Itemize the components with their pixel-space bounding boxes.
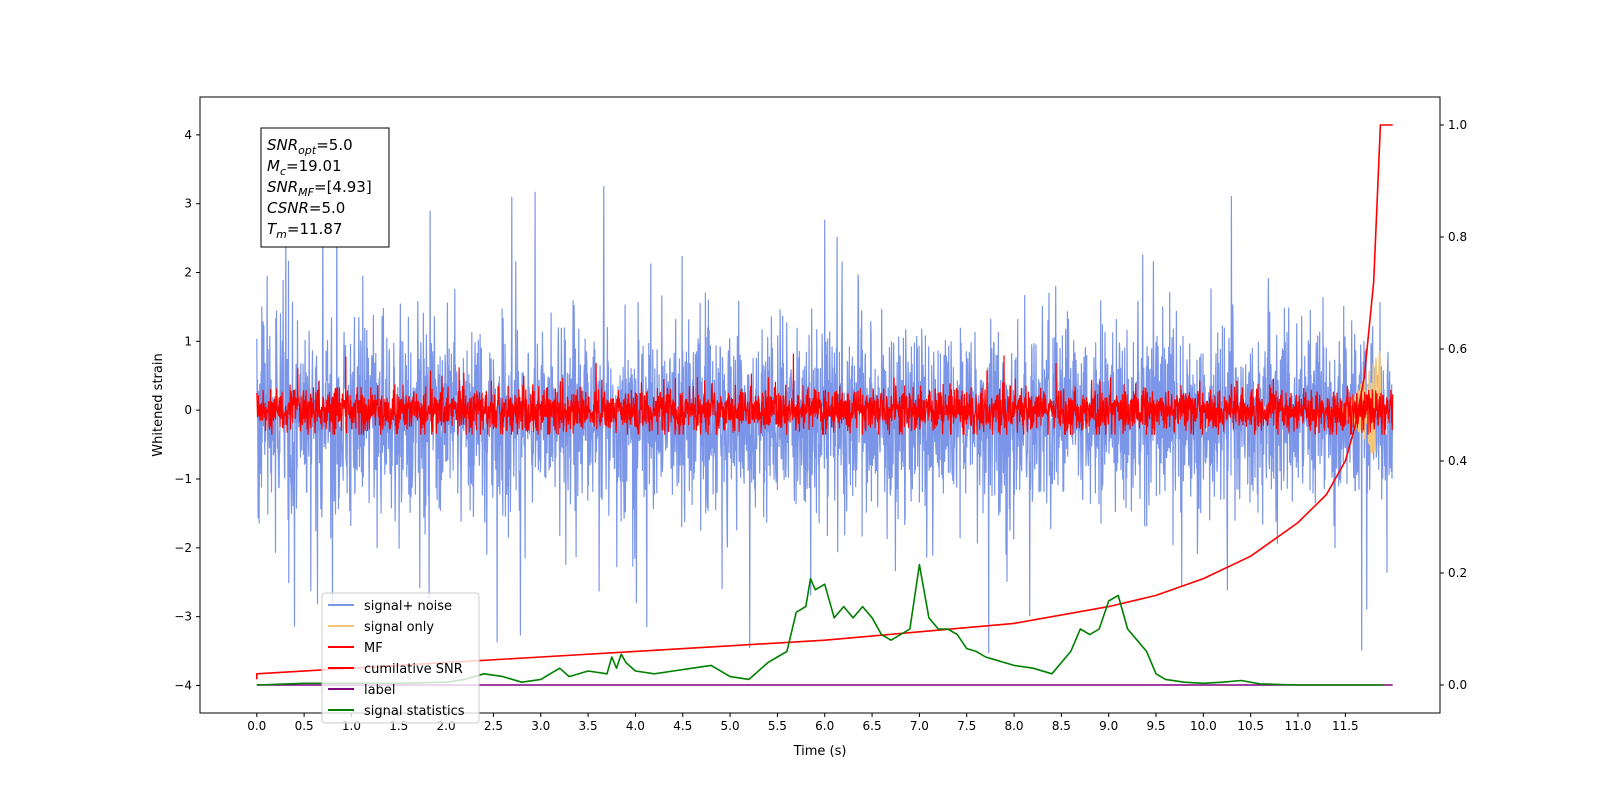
- y-tick-label: 1: [184, 334, 192, 348]
- y2-tick-label: 0.0: [1448, 678, 1467, 692]
- x-tick-label: 5.5: [768, 719, 787, 733]
- x-tick-label: 9.0: [1099, 719, 1118, 733]
- y2-tick-label: 0.2: [1448, 566, 1467, 580]
- annotation-line: Tm=11.87: [267, 220, 342, 241]
- y2-tick-label: 0.4: [1448, 454, 1467, 468]
- x-tick-label: 4.5: [673, 719, 692, 733]
- annotation-value: =19.01: [286, 157, 342, 175]
- series-signal-statistics: [256, 563, 1384, 686]
- y-axis-label: Whitened strain: [151, 353, 166, 456]
- annotation-symbol: SNR: [267, 136, 298, 154]
- y2-tick-label: 0.6: [1448, 342, 1467, 356]
- y-tick-label: 2: [184, 266, 192, 280]
- series-signal-noise: [256, 175, 1394, 654]
- annotation-value: =11.87: [287, 220, 343, 238]
- legend-entry: signal+ noise: [364, 599, 452, 614]
- annotation-line: Mc=19.01: [267, 157, 342, 178]
- annotation-subscript: MF: [298, 186, 314, 199]
- legend-entry: label: [364, 683, 395, 698]
- annotation-value: =5.0: [316, 136, 352, 154]
- x-axis-label: Time (s): [793, 744, 847, 759]
- x-tick-label: 7.5: [957, 719, 976, 733]
- y2-axis-ticks: 1.0 0.8 0.6 0.4 0.2 0.0: [1440, 118, 1467, 692]
- x-tick-label: 9.5: [1146, 719, 1165, 733]
- annotation-symbol: SNR: [267, 178, 298, 196]
- series-cumilative-snr: [256, 124, 1393, 680]
- x-tick-label: 11.0: [1285, 719, 1312, 733]
- x-tick-label: 10.0: [1190, 719, 1217, 733]
- y-tick-label: −4: [174, 678, 192, 692]
- y-tick-label: 3: [184, 197, 192, 211]
- x-tick-label: 7.0: [910, 719, 929, 733]
- annotation-subscript: c: [280, 165, 286, 178]
- axes-frame: [199, 96, 1441, 714]
- legend-entry: signal statistics: [364, 704, 465, 719]
- annotation-subscript: m: [276, 228, 287, 241]
- annotation-symbol: M: [267, 157, 280, 175]
- x-tick-label: 10.5: [1237, 719, 1264, 733]
- y-tick-label: −2: [174, 541, 192, 555]
- annotation-frame: [260, 127, 390, 248]
- series-mf: [256, 353, 1394, 435]
- x-tick-label: 6.5: [863, 719, 882, 733]
- x-tick-label: 11.5: [1332, 719, 1359, 733]
- plot-area: [256, 124, 1394, 686]
- y2-tick-label: 0.8: [1448, 230, 1467, 244]
- legend-entry: cumilative SNR: [364, 662, 463, 677]
- y-tick-label: −1: [174, 472, 192, 486]
- annotation-symbol: T: [267, 220, 278, 238]
- x-tick-label: 4.0: [626, 719, 645, 733]
- y-axis-ticks: 4 3 2 1 0 −1 −2 −3 −4: [174, 128, 200, 692]
- y-tick-label: 0: [184, 403, 192, 417]
- x-tick-label: 2.5: [484, 719, 503, 733]
- annotation-subscript: opt: [298, 144, 317, 157]
- annotation-line: SNRMF=[4.93]: [267, 178, 372, 199]
- x-tick-label: 8.5: [1052, 719, 1071, 733]
- annotation-line: CSNR=5.0: [267, 199, 345, 217]
- x-tick-label: 6.0: [815, 719, 834, 733]
- x-tick-label: 8.0: [1004, 719, 1023, 733]
- y-tick-label: 4: [184, 128, 192, 142]
- legend-entry: MF: [364, 641, 383, 656]
- annotation-value: =[4.93]: [314, 178, 372, 196]
- annotation-box: SNRopt=5.0Mc=19.01SNRMF=[4.93]CSNR=5.0Tm…: [260, 127, 390, 248]
- x-tick-label: 5.0: [721, 719, 740, 733]
- x-tick-label: 3.0: [531, 719, 550, 733]
- x-tick-label: 0.5: [295, 719, 314, 733]
- legend-frame: [321, 592, 480, 724]
- x-tick-label: 0.0: [247, 719, 266, 733]
- annotation-symbol: CSNR: [267, 199, 309, 217]
- legend-entry: signal only: [364, 620, 434, 635]
- legend: signal+ noise signal only MF cumilative SNR…: [321, 592, 480, 724]
- annotation-value: =5.0: [309, 199, 345, 217]
- y2-tick-label: 1.0: [1448, 118, 1467, 132]
- annotation-line: SNRopt=5.0: [267, 136, 353, 157]
- y-tick-label: −3: [174, 610, 192, 624]
- x-tick-label: 3.5: [579, 719, 598, 733]
